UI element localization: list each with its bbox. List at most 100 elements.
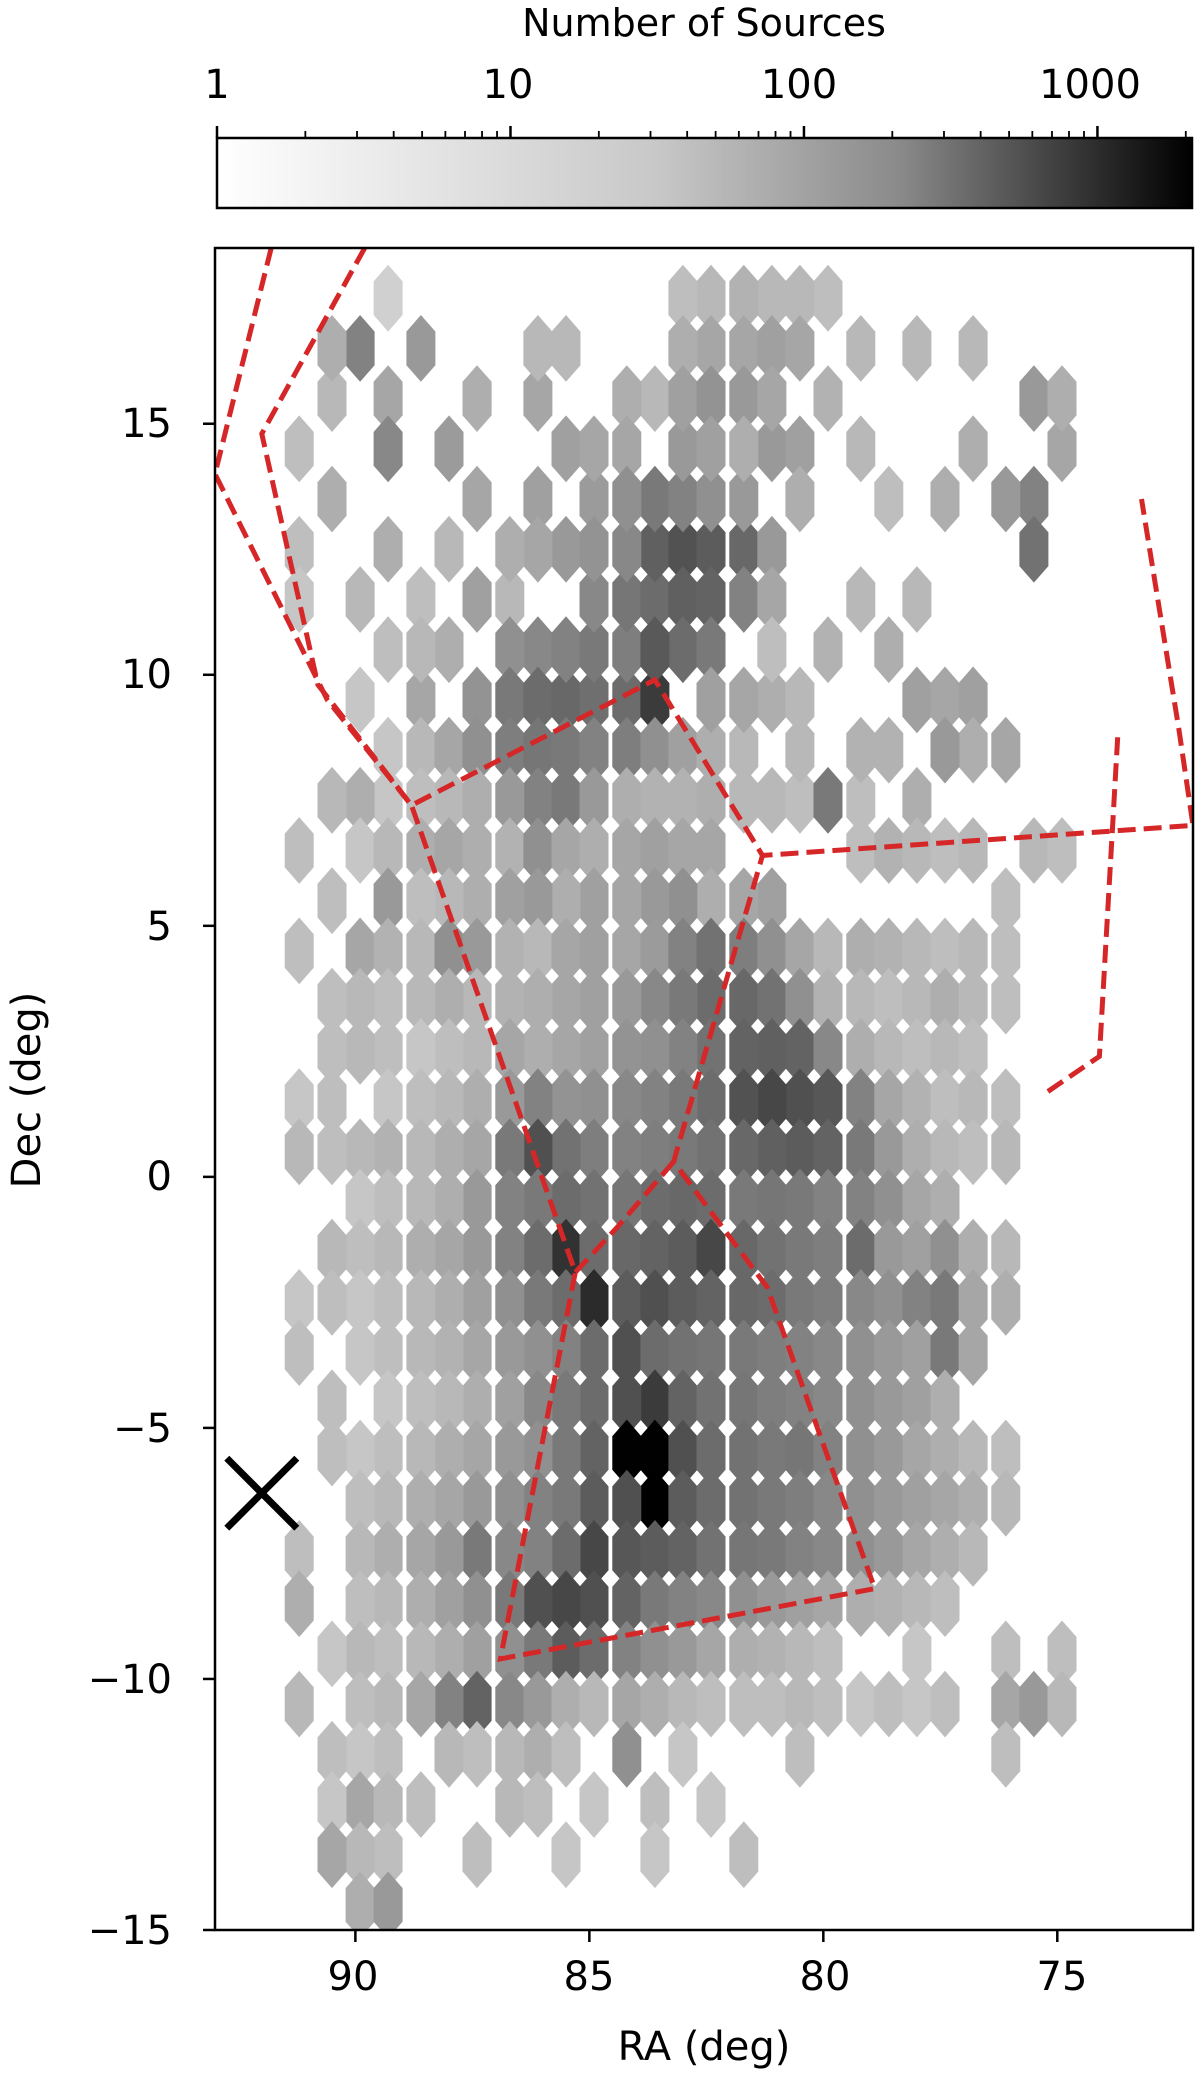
- x-tick-label-85: 85: [564, 1954, 615, 2000]
- hexbin-cell: [579, 1670, 609, 1738]
- hexbin-cell: [729, 1620, 759, 1688]
- hexbin-cell: [902, 1419, 932, 1487]
- hexbin-cell: [612, 1720, 642, 1788]
- hexbin-cell: [406, 1068, 436, 1135]
- hexbin-cell: [668, 817, 698, 884]
- hexbin-cell: [813, 616, 843, 684]
- hexbin-cell: [930, 1469, 960, 1537]
- hexbin-cell: [991, 1269, 1021, 1336]
- hexbin-cell: [612, 1068, 642, 1135]
- hexbin-cell: [406, 1620, 436, 1688]
- hexbin-cell: [813, 1269, 843, 1336]
- hexbin-cell: [902, 1269, 932, 1336]
- colorbar-tick-label-100: 100: [761, 62, 837, 108]
- hexbin-cell: [696, 1269, 726, 1336]
- hexbin-cell: [373, 1269, 403, 1336]
- hexbin-cell: [696, 566, 726, 633]
- hexbin-cell: [317, 365, 347, 432]
- hexbin-cell: [930, 1570, 960, 1637]
- hexbin-cell: [495, 515, 525, 583]
- hexbin-cell: [345, 1018, 375, 1085]
- hexbin-cell: [757, 1419, 787, 1487]
- hexbin-cell: [523, 666, 553, 734]
- hexbin-cell: [785, 1520, 815, 1587]
- marker-stroke-2: [224, 1455, 300, 1531]
- hexbin-cell: [785, 315, 815, 382]
- hexbin-cell: [729, 415, 759, 483]
- hexbin-cell: [1019, 365, 1049, 432]
- hexbin-cell: [729, 1068, 759, 1135]
- hexbin-cell: [991, 1419, 1021, 1487]
- hexbin-cell: [874, 616, 904, 684]
- hexbin-cell: [757, 1520, 787, 1587]
- hexbin-cell: [612, 1218, 642, 1286]
- hexbin-cell: [668, 1218, 698, 1286]
- hexbin-cell: [373, 1771, 403, 1838]
- hexbin-cell: [462, 1419, 492, 1487]
- hexbin-cell: [640, 1520, 670, 1587]
- hexbin-cell: [668, 1168, 698, 1236]
- hexbin-cell: [495, 1419, 525, 1487]
- y-tick-label-neg10: −10: [88, 1657, 172, 1703]
- hexbin-cell: [373, 365, 403, 432]
- hexbin-cell: [462, 1520, 492, 1587]
- hexbin-cell: [729, 1319, 759, 1386]
- hexbin-cell: [579, 465, 609, 533]
- hexbin-cell: [523, 1520, 553, 1587]
- hexbin-cell: [406, 1269, 436, 1336]
- hexbin-cell: [1019, 515, 1049, 583]
- hexbin-cell: [902, 1018, 932, 1085]
- hexbin-cell: [373, 1419, 403, 1487]
- hexbin-cell: [991, 716, 1021, 784]
- hexbin-cell: [284, 817, 314, 884]
- hexbin-cell: [696, 1018, 726, 1085]
- hexbin-cell: [696, 1118, 726, 1186]
- hexbin-cell: [523, 515, 553, 583]
- y-tick-label-neg15: −15: [88, 1908, 172, 1954]
- hexbin-cell: [785, 1018, 815, 1085]
- hexbin-cell: [579, 1018, 609, 1085]
- hexbin-cell: [640, 1821, 670, 1889]
- hexbin-cell: [495, 1570, 525, 1637]
- hexbin-cell: [373, 967, 403, 1035]
- hexbin-cell: [785, 415, 815, 483]
- hexbin-cell: [930, 1670, 960, 1738]
- hexbin-cell: [991, 1720, 1021, 1788]
- hexbin-cell: [902, 967, 932, 1035]
- hexbin-cell: [434, 1369, 464, 1437]
- hexbin-cell: [846, 566, 876, 633]
- hexbin-cell: [902, 566, 932, 633]
- hexbin-cell: [668, 967, 698, 1035]
- hexbin-cell: [813, 264, 843, 332]
- hexbin-cell: [640, 616, 670, 684]
- hexbin-cell: [434, 1520, 464, 1587]
- hexbin-cell: [551, 1168, 581, 1236]
- hexbin-cell: [846, 1570, 876, 1637]
- hexbin-cell: [551, 1469, 581, 1537]
- hexbin-cell: [729, 1168, 759, 1236]
- hexbin-cell: [317, 465, 347, 533]
- hexbin-cell: [930, 716, 960, 784]
- hexbin-cell: [846, 1670, 876, 1738]
- hexbin-cell: [757, 1168, 787, 1236]
- hexbin-cell: [495, 1319, 525, 1386]
- hexbin-cell: [462, 1068, 492, 1135]
- hexbin-cell: [874, 1469, 904, 1537]
- hexbin-cell: [640, 1620, 670, 1688]
- hexbin-cell: [373, 1821, 403, 1889]
- hexbin-cell: [495, 1068, 525, 1135]
- hexbin-cell: [495, 616, 525, 684]
- hexbin-cell: [640, 1469, 670, 1537]
- hexbin-cell: [874, 1269, 904, 1336]
- hexbin-cell: [284, 415, 314, 483]
- hexbin-cell: [345, 1118, 375, 1186]
- hexbin-cell: [902, 917, 932, 985]
- hexbin-cell: [345, 1168, 375, 1236]
- hexbin-cell: [696, 1670, 726, 1738]
- hexbin-cell: [284, 917, 314, 985]
- hexbin-cell: [612, 1118, 642, 1186]
- hexbin-cell: [668, 1118, 698, 1186]
- hexbin-cell: [284, 1319, 314, 1386]
- x-tick-label-80: 80: [800, 1954, 851, 2000]
- hexbin-cell: [958, 716, 988, 784]
